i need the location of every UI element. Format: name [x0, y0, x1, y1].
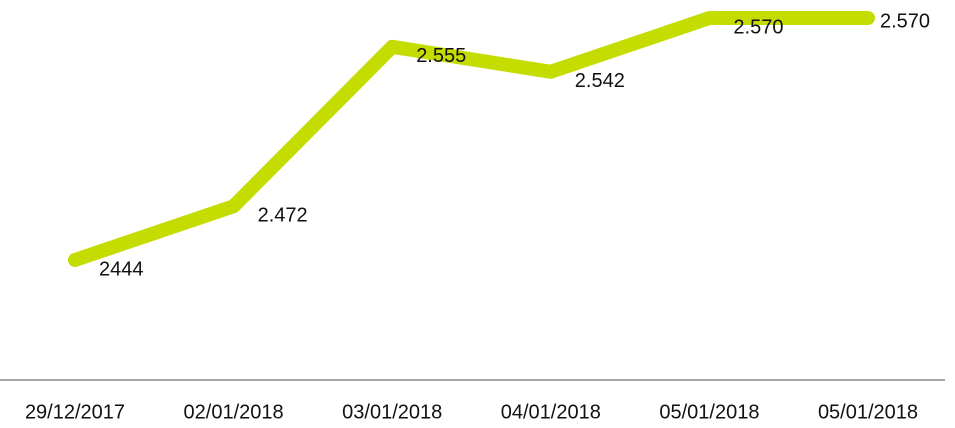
- data-label: 2.472: [258, 205, 308, 227]
- data-label: 2444: [99, 258, 144, 280]
- data-label: 2.570: [880, 10, 930, 32]
- x-tick-label: 05/01/2018: [818, 401, 918, 423]
- data-label: 2.570: [733, 16, 783, 38]
- data-label: 2.542: [575, 70, 625, 92]
- x-tick-label: 04/01/2018: [501, 401, 601, 423]
- x-tick-label: 29/12/2017: [25, 401, 125, 423]
- x-tick-label: 02/01/2018: [184, 401, 284, 423]
- data-label: 2.555: [416, 45, 466, 67]
- line-series: [68, 11, 875, 267]
- x-tick-label: 05/01/2018: [659, 401, 759, 423]
- x-tick-label: 03/01/2018: [342, 401, 442, 423]
